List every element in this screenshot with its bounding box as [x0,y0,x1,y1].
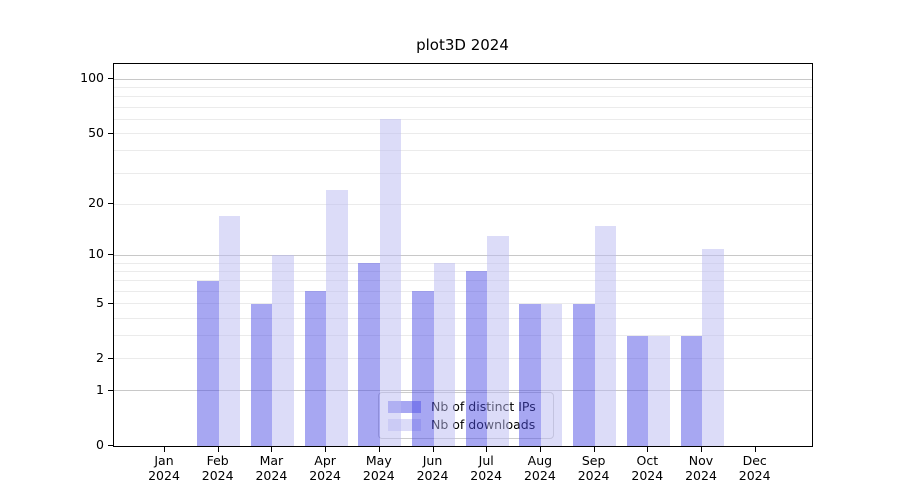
x-tick-mark-mar [271,447,273,452]
gridline-minor-30 [114,172,812,174]
bar-downloads-jun [433,263,455,446]
y-tick-label-100: 100 [80,70,104,86]
bar-ips-sep [573,303,595,446]
x-tick-label-dec: Dec 2024 [738,453,771,483]
x-tick-label-feb: Feb 2024 [201,453,234,483]
x-tick-mark-feb [217,447,219,452]
y-tick-mark-2 [108,357,113,359]
bar-ips-mar [250,303,273,446]
x-tick-label-nov: Nov 2024 [685,453,717,483]
y-tick-mark-20 [108,203,113,205]
gridline-minor-7 [114,280,812,282]
gridline-minor-3 [114,335,812,337]
x-tick-label-aug: Aug 2024 [523,453,556,483]
gridline-minor-80 [114,96,812,98]
bar-ips-may [358,263,380,446]
gridline-major-100 [114,78,812,80]
bar-downloads-feb [218,216,241,446]
gridline-minor-70 [114,106,812,108]
bar-downloads-apr [326,190,348,446]
x-tick-label-jun: Jun 2024 [416,453,449,483]
gridline-minor-50 [114,133,812,134]
y-tick-mark-0 [108,445,113,446]
bar-downloads-jul [487,236,509,446]
x-tick-mark-nov [701,447,702,452]
x-tick-mark-oct [647,447,649,452]
x-tick-label-jan: Jan 2024 [148,453,180,483]
x-tick-label-may: May 2024 [362,453,395,483]
gridline-minor-2 [114,358,812,360]
bar-downloads-aug [540,303,563,446]
bar-ips-jun [412,291,434,446]
bar-downloads-nov [702,248,724,446]
gridline-minor-5 [114,303,812,305]
y-tick-label-1: 1 [96,381,104,397]
bar-ips-nov [680,335,702,446]
bar-downloads-sep [594,225,617,446]
plot-inner: Nb of distinct IPsNb of downloads [114,64,812,446]
bar-ips-oct [626,335,649,446]
y-tick-mark-10 [108,254,113,256]
bar-ips-jul [465,271,488,446]
x-tick-mark-jul [486,447,488,452]
gridline-minor-40 [114,150,812,152]
x-tick-mark-sep [593,447,595,452]
gridline-minor-90 [114,86,812,88]
x-tick-mark-jan [164,447,165,452]
bar-ips-feb [197,280,219,446]
bar-downloads-may [379,119,402,446]
y-tick-label-50: 50 [88,124,104,140]
chart-title: plot3D 2024 [416,36,509,54]
x-tick-label-apr: Apr 2024 [309,453,341,483]
gridline-minor-6 [114,290,812,292]
y-tick-mark-5 [108,302,113,304]
gridline-minor-4 [114,317,812,319]
x-tick-mark-jun [432,447,434,452]
x-tick-label-oct: Oct 2024 [631,453,664,483]
y-tick-mark-1 [108,389,113,391]
plot-area: Nb of distinct IPsNb of downloads [113,63,813,447]
y-tick-mark-50 [108,132,113,134]
x-tick-label-mar: Mar 2024 [255,453,288,483]
gridline-minor-20 [114,203,812,205]
y-tick-mark-100 [108,78,113,80]
gridline-minor-8 [114,270,812,272]
bar-ips-apr [304,291,327,446]
bar-ips-aug [519,303,541,446]
gridline-minor-9 [114,262,812,264]
x-tick-mark-may [378,447,380,452]
gridline-minor-60 [114,118,812,120]
y-tick-label-20: 20 [88,195,104,211]
x-tick-label-jul: Jul 2024 [470,453,503,483]
y-tick-label-5: 5 [96,294,104,310]
y-tick-label-10: 10 [88,246,104,262]
x-tick-mark-apr [325,447,327,452]
bar-downloads-mar [272,255,294,446]
gridline-major-1 [114,390,812,392]
y-tick-label-0: 0 [96,437,104,452]
x-tick-label-sep: Sep 2024 [577,453,610,483]
gridline-major-10 [114,254,812,256]
y-tick-label-2: 2 [96,349,104,365]
bar-downloads-oct [648,335,670,446]
x-tick-mark-dec [754,447,756,452]
x-tick-mark-aug [539,447,541,452]
